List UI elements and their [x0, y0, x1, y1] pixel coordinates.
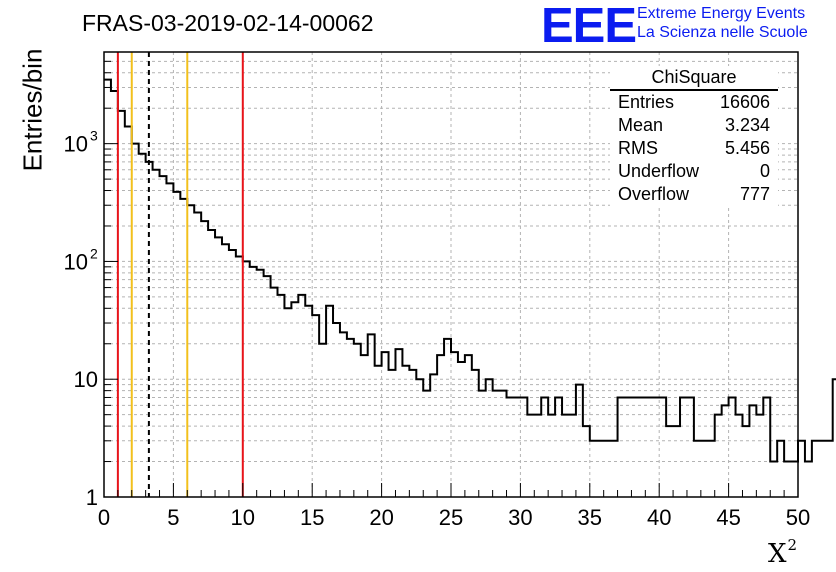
- stats-label: Overflow: [618, 184, 690, 204]
- stats-value: 5.456: [724, 138, 770, 158]
- x-tick-label: 35: [578, 505, 602, 530]
- x-tick-label: 50: [786, 505, 810, 530]
- x-tick-label: 5: [167, 505, 179, 530]
- stats-label: Mean: [618, 115, 664, 135]
- stats-value: 3.234: [724, 115, 770, 135]
- x-tick-label: 30: [508, 505, 532, 530]
- stats-label: RMS: [618, 138, 658, 158]
- stats-row-mean: Mean 3.234: [610, 114, 778, 137]
- x-axis-label: X2: [768, 536, 797, 569]
- y-tick-label: 10: [64, 132, 88, 157]
- stats-label: Underflow: [618, 161, 700, 181]
- logo-line-1: Extreme Energy Events: [637, 5, 806, 22]
- y-axis-label: Entries/bin: [17, 48, 48, 172]
- x-tick-label: 20: [369, 505, 393, 530]
- stats-value: 777: [739, 184, 770, 204]
- stats-value: 16606: [719, 92, 770, 112]
- eee-logo: EEE: [541, 0, 637, 53]
- x-tick-label: 15: [300, 505, 324, 530]
- stats-value: 0: [759, 161, 770, 181]
- x-axis-label-superscript: 2: [787, 536, 798, 554]
- histogram-series: [104, 78, 836, 463]
- y-tick-label: 10: [74, 367, 98, 392]
- stats-label: Entries: [618, 92, 675, 112]
- logo-line-2: La Scienza nelle Scuole: [637, 24, 808, 41]
- stats-row-entries: Entries 16606: [610, 91, 778, 114]
- x-axis-label-base: X: [768, 539, 787, 569]
- x-tick-label: 0: [98, 505, 110, 530]
- x-tick-label: 40: [647, 505, 671, 530]
- stats-row-rms: RMS 5.456: [610, 137, 778, 160]
- stats-title: ChiSquare: [610, 66, 778, 91]
- x-tick-label: 25: [439, 505, 463, 530]
- y-tick-label: 1: [86, 485, 98, 510]
- stats-box: ChiSquare Entries 16606 Mean 3.234 RMS 5.45…: [610, 66, 778, 206]
- stats-row-overflow: Overflow 777: [610, 183, 778, 206]
- y-tick-label: 10: [64, 249, 88, 274]
- y-tick-exponent: 2: [90, 245, 98, 261]
- y-tick-exponent: 3: [90, 128, 98, 144]
- chart-title: FRAS-03-2019-02-14-00062: [82, 10, 374, 36]
- x-tick-label: 10: [231, 505, 255, 530]
- x-tick-label: 45: [716, 505, 740, 530]
- stats-row-underflow: Underflow 0: [610, 160, 778, 183]
